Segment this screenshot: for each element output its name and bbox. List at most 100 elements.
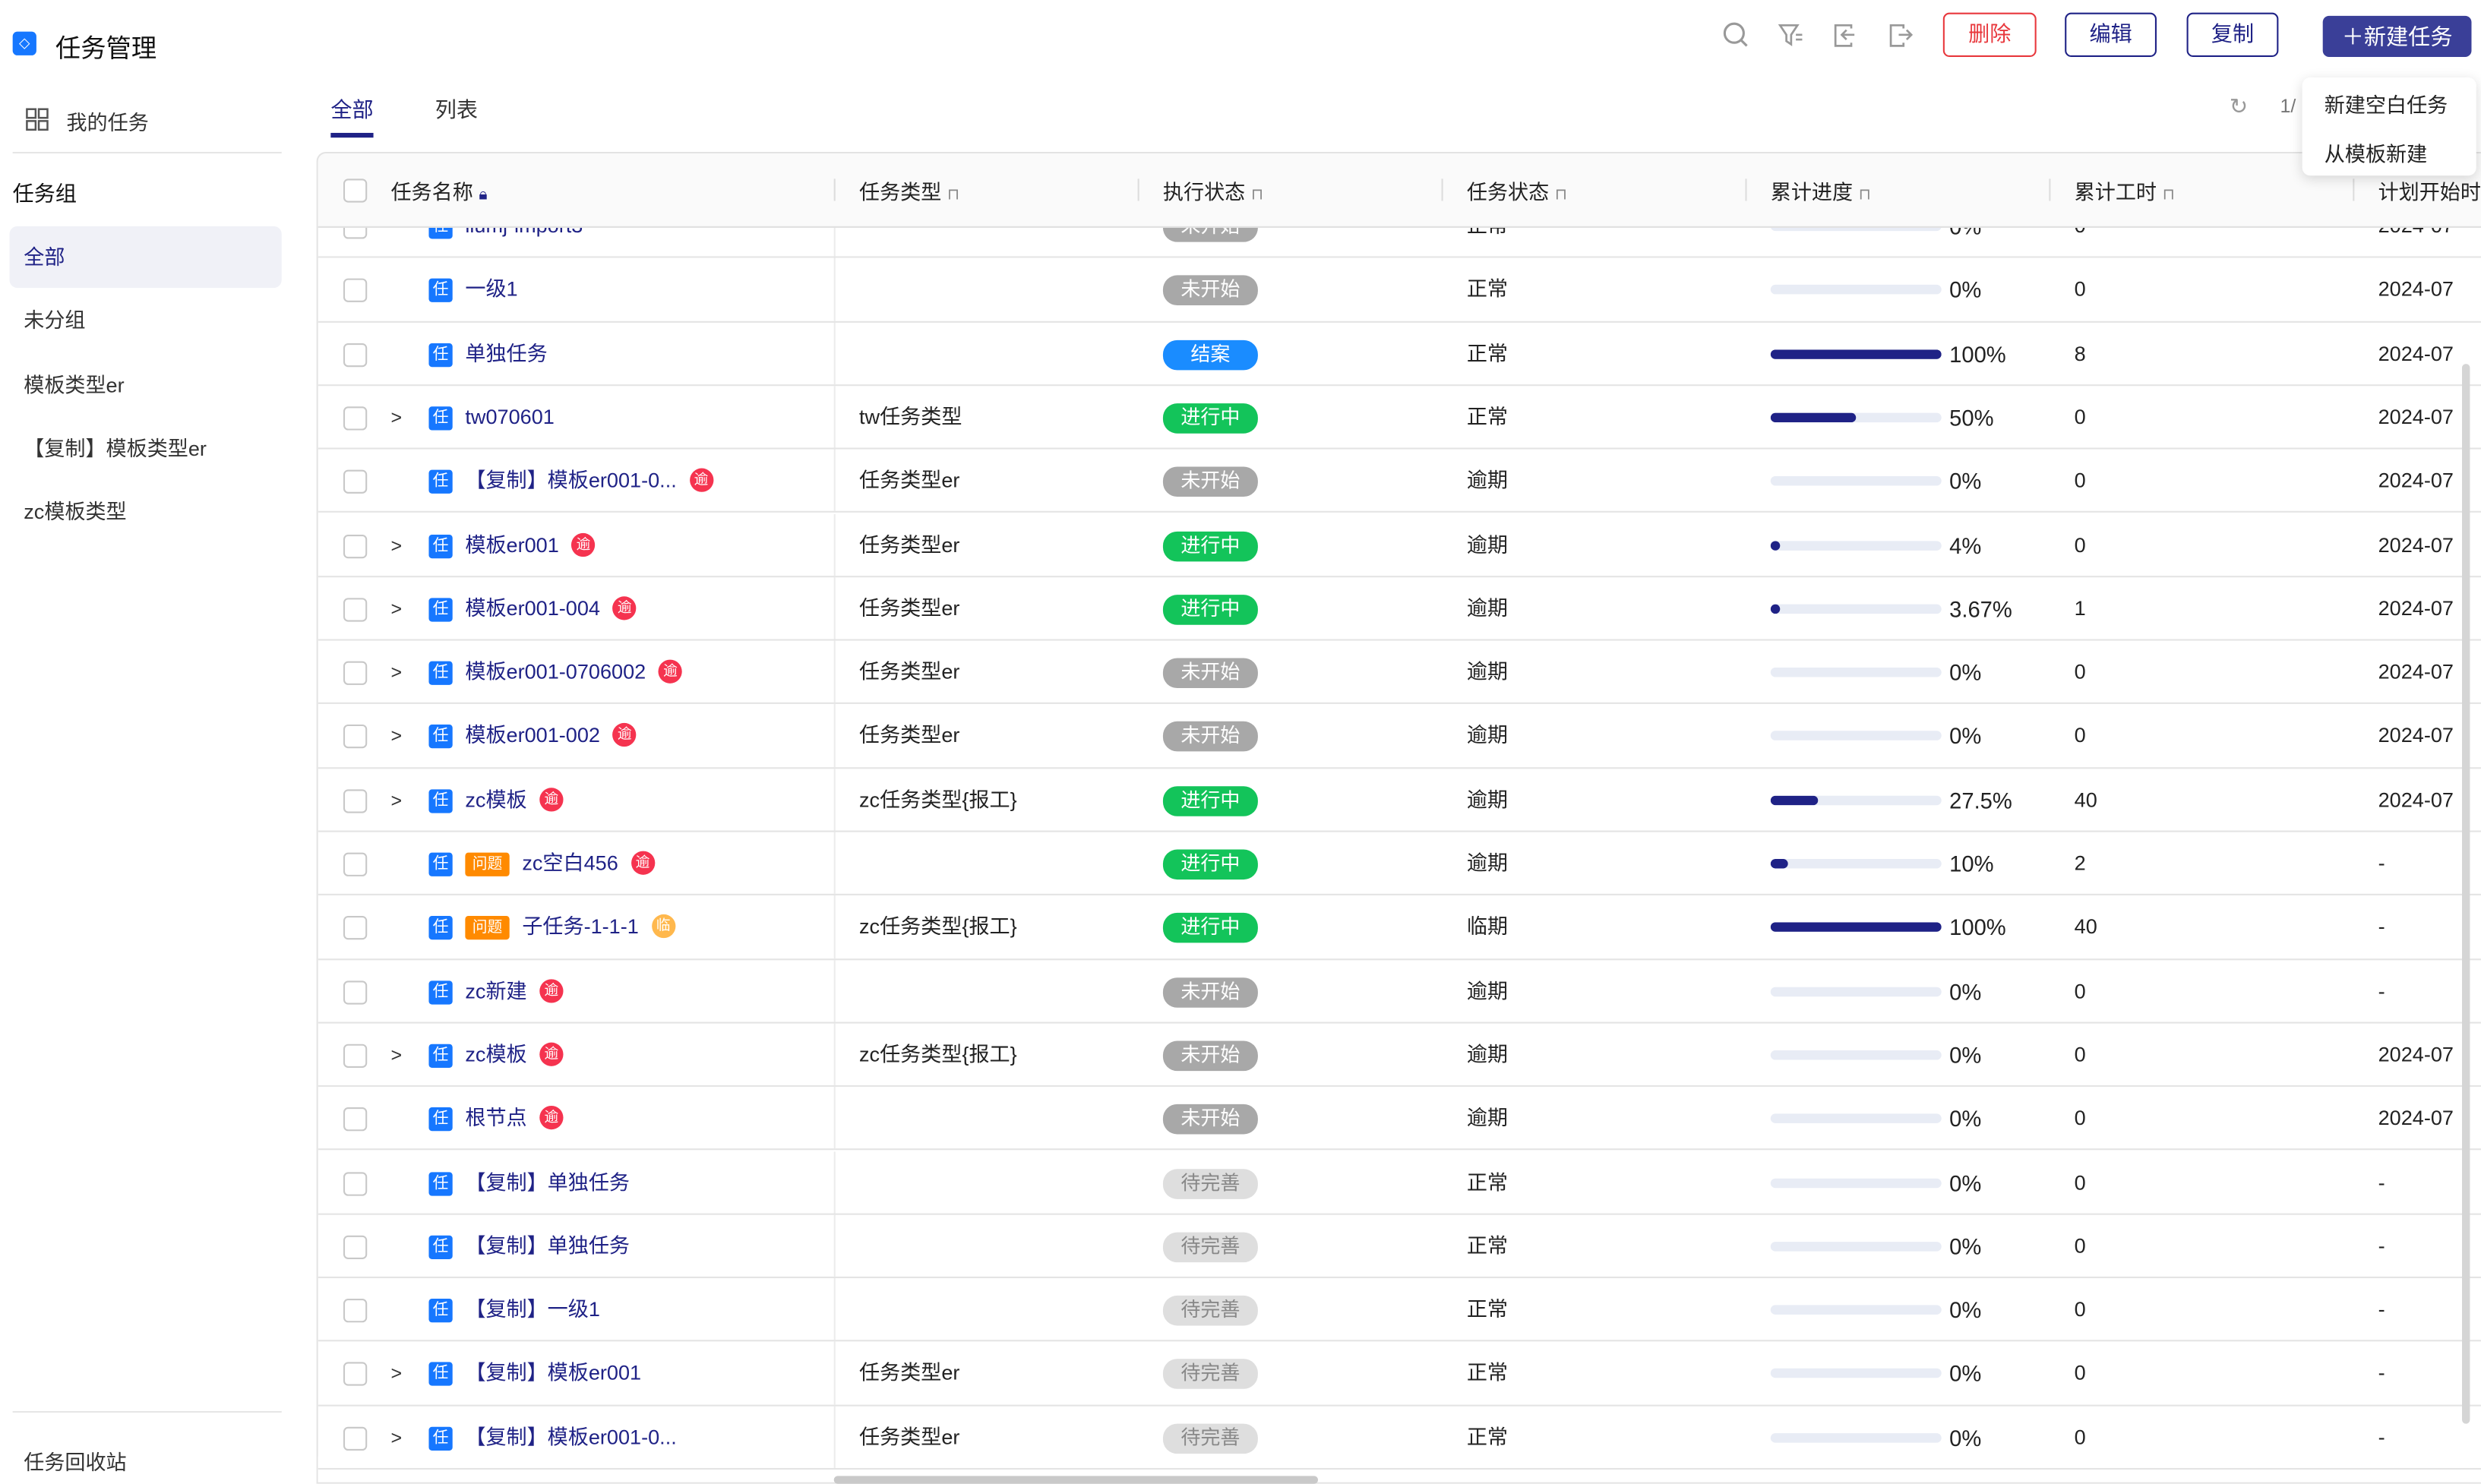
select-all-checkbox[interactable] — [343, 178, 368, 203]
row-checkbox[interactable] — [343, 1235, 368, 1259]
table-row[interactable]: 任一级1 未开始 正常 0% 0 2024-07 — [318, 258, 2481, 323]
table-row[interactable]: 任 liumj-import3 未开始 正常 0% 0 2024-07 — [318, 226, 2481, 259]
import-icon[interactable] — [1831, 21, 1859, 49]
task-name-cell[interactable]: 模板er001 逾 — [465, 513, 596, 576]
task-name-link[interactable]: 模板er001-004 — [465, 595, 601, 620]
col-header-name[interactable]: 任务名称 🔒︎ — [390, 180, 488, 204]
new-task-button[interactable]: ＋新建任务 — [2322, 15, 2472, 57]
sidebar-item-all[interactable]: 全部 — [9, 226, 282, 289]
row-checkbox[interactable] — [343, 1107, 368, 1132]
table-row[interactable]: 任【复制】一级1 待完善 正常 0% 0 - — [318, 1278, 2481, 1343]
delete-button[interactable]: 删除 — [1942, 12, 2037, 57]
row-checkbox[interactable] — [343, 533, 368, 558]
row-checkbox[interactable] — [343, 916, 368, 940]
table-row[interactable]: > 任模板er001-004 逾 任务类型er 进行中 逾期 3.67% 1 2024-07 — [318, 576, 2481, 641]
expand-chevron-icon[interactable]: > — [390, 406, 403, 429]
table-row[interactable]: 任根节点逾 未开始 逾期 0% 0 2024-07 — [318, 1087, 2481, 1151]
task-name-link[interactable]: 单独任务 — [465, 341, 548, 365]
task-name-cell[interactable]: 模板er001-004 逾 — [465, 577, 637, 640]
sidebar-my-tasks[interactable]: 我的任务 — [66, 110, 149, 135]
sidebar-item-copy-template-type[interactable]: 【复制】模板类型er — [24, 436, 207, 461]
expand-chevron-icon[interactable]: > — [390, 533, 403, 557]
row-checkbox[interactable] — [343, 343, 368, 367]
task-name-cell[interactable]: zc模板逾 — [465, 1023, 564, 1086]
task-name-cell[interactable]: 模板er001-0706002 逾 — [465, 641, 683, 704]
row-checkbox[interactable] — [343, 1044, 368, 1068]
task-name-link[interactable]: 模板er001-0706002 — [465, 659, 646, 684]
row-checkbox[interactable] — [343, 661, 368, 686]
row-checkbox[interactable] — [343, 279, 368, 303]
sidebar-item-ungrouped[interactable]: 未分组 — [24, 308, 86, 333]
table-row[interactable]: > 任模板er001-002 逾 任务类型er 未开始 逾期 0% 0 2024-07 — [318, 704, 2481, 769]
row-checkbox[interactable] — [343, 852, 368, 876]
table-row[interactable]: 任单独任务 结案 正常 100% 8 2024-07 — [318, 322, 2481, 386]
horizontal-scrollbar[interactable] — [833, 1476, 1319, 1484]
col-header-task-status[interactable]: 任务状态 ⊓ — [1466, 180, 1568, 204]
task-name-link[interactable]: 一级1 — [465, 277, 518, 302]
row-checkbox[interactable] — [343, 597, 368, 622]
row-checkbox[interactable] — [343, 470, 368, 494]
col-header-progress[interactable]: 累计进度 ⊓ — [1770, 180, 1871, 204]
row-checkbox[interactable] — [343, 1299, 368, 1323]
task-name-cell[interactable]: 根节点逾 — [465, 1087, 564, 1150]
table-row[interactable]: 任问题 子任务-1-1-1 临 zc任务类型{报工} 进行中 临期 100% 40 - — [318, 895, 2481, 960]
task-name-link[interactable]: zc模板 — [465, 1042, 527, 1066]
table-row[interactable]: 任【复制】单独任务 待完善 正常 0% 0 - — [318, 1214, 2481, 1279]
export-icon[interactable] — [1886, 21, 1914, 49]
task-name-cell[interactable]: 一级1 — [465, 258, 517, 321]
task-name-link[interactable]: zc新建 — [465, 978, 527, 1002]
task-name-link[interactable]: 【复制】一级1 — [465, 1297, 600, 1321]
expand-chevron-icon[interactable]: > — [390, 1362, 403, 1385]
task-name-cell[interactable]: zc空白456 逾 — [522, 832, 655, 895]
task-name-link[interactable]: 根节点 — [465, 1106, 527, 1130]
vertical-scrollbar[interactable] — [2461, 364, 2470, 1424]
filter-icon[interactable] — [1777, 21, 1805, 49]
menu-item-new-blank[interactable]: 新建空白任务 — [2324, 93, 2448, 118]
task-name-link[interactable]: 模板er001-002 — [465, 723, 601, 747]
col-header-plan-start[interactable]: 计划开始时 — [2378, 180, 2481, 204]
task-name-link[interactable]: liumj-import3 — [465, 226, 583, 238]
task-name-link[interactable]: 子任务-1-1-1 — [522, 914, 639, 939]
tab-list[interactable]: 列表 — [435, 98, 479, 122]
task-name-cell[interactable]: liumj-import3 — [465, 226, 583, 258]
task-name-link[interactable]: 模板er001 — [465, 532, 559, 557]
expand-chevron-icon[interactable]: > — [390, 788, 403, 811]
table-row[interactable]: > 任模板er001 逾 任务类型er 进行中 逾期 4% 0 2024-07 — [318, 513, 2481, 577]
table-row[interactable]: > 任模板er001-0706002 逾 任务类型er 未开始 逾期 0% 0 2024-07 — [318, 640, 2481, 705]
copy-button[interactable]: 复制 — [2186, 12, 2279, 57]
table-row[interactable]: 任问题 zc空白456 逾 进行中 逾期 10% 2 - — [318, 832, 2481, 896]
expand-chevron-icon[interactable]: > — [390, 661, 403, 684]
row-checkbox[interactable] — [343, 788, 368, 813]
task-name-cell[interactable]: zc模板逾 — [465, 769, 564, 832]
row-checkbox[interactable] — [343, 1426, 368, 1451]
refresh-icon[interactable]: ↻ — [2229, 93, 2249, 119]
search-icon[interactable] — [1721, 21, 1749, 49]
table-row[interactable]: 任【复制】单独任务 待完善 正常 0% 0 - — [318, 1151, 2481, 1215]
menu-item-from-template[interactable]: 从模板新建 — [2324, 142, 2428, 166]
task-name-link[interactable]: tw070601 — [465, 404, 555, 429]
task-name-cell[interactable]: tw070601 — [465, 386, 554, 449]
task-name-link[interactable]: zc模板 — [465, 787, 527, 811]
expand-chevron-icon[interactable]: > — [390, 1044, 403, 1066]
row-checkbox[interactable] — [343, 980, 368, 1004]
expand-chevron-icon[interactable]: > — [390, 725, 403, 747]
edit-button[interactable]: 编辑 — [2065, 12, 2157, 57]
task-name-link[interactable]: 【复制】模板er001-0... — [465, 468, 677, 493]
task-name-cell[interactable]: 【复制】单独任务 — [465, 1214, 630, 1277]
task-name-cell[interactable]: 模板er001-002 逾 — [465, 705, 637, 768]
row-checkbox[interactable] — [343, 406, 368, 431]
task-name-cell[interactable]: 【复制】单独任务 — [465, 1151, 630, 1214]
expand-chevron-icon[interactable]: > — [390, 1426, 403, 1449]
task-name-link[interactable]: 【复制】单独任务 — [465, 1170, 631, 1194]
task-name-cell[interactable]: 子任务-1-1-1 临 — [522, 896, 675, 959]
row-checkbox[interactable] — [343, 1171, 368, 1195]
task-name-cell[interactable]: 【复制】模板er001-0... 逾 — [465, 450, 713, 513]
task-name-link[interactable]: 【复制】模板er001 — [465, 1361, 642, 1385]
row-checkbox[interactable] — [343, 1362, 368, 1387]
task-name-cell[interactable]: 【复制】一级1 — [465, 1278, 600, 1341]
row-checkbox[interactable] — [343, 725, 368, 750]
task-name-link[interactable]: 【复制】模板er001-0... — [465, 1425, 677, 1449]
sidebar-item-zc-template-type[interactable]: zc模板类型 — [24, 500, 127, 524]
row-checkbox[interactable] — [343, 226, 368, 239]
tab-all[interactable]: 全部 — [330, 98, 374, 122]
